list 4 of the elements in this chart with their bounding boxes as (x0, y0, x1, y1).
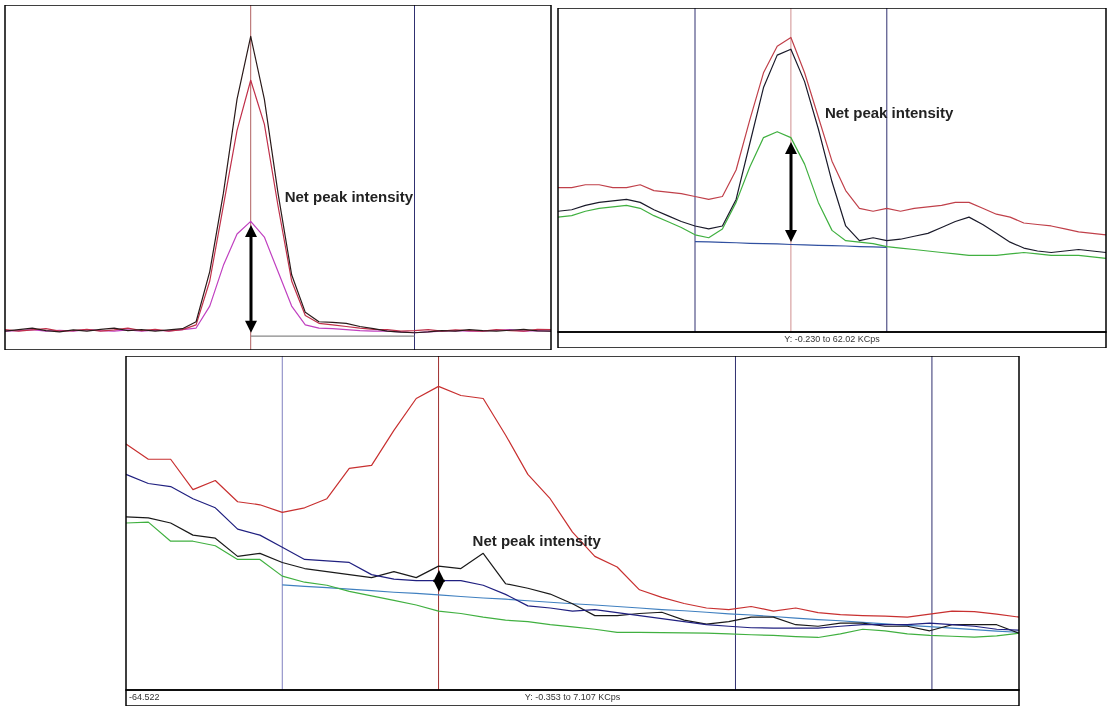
text: Y: -0.230 to 62.02 KCps (784, 334, 881, 345)
annotation: Net peak intensity (284, 187, 414, 205)
text: Y: -0.353 to 7.107 KCps (524, 692, 621, 703)
text: -64.522 (129, 692, 160, 703)
